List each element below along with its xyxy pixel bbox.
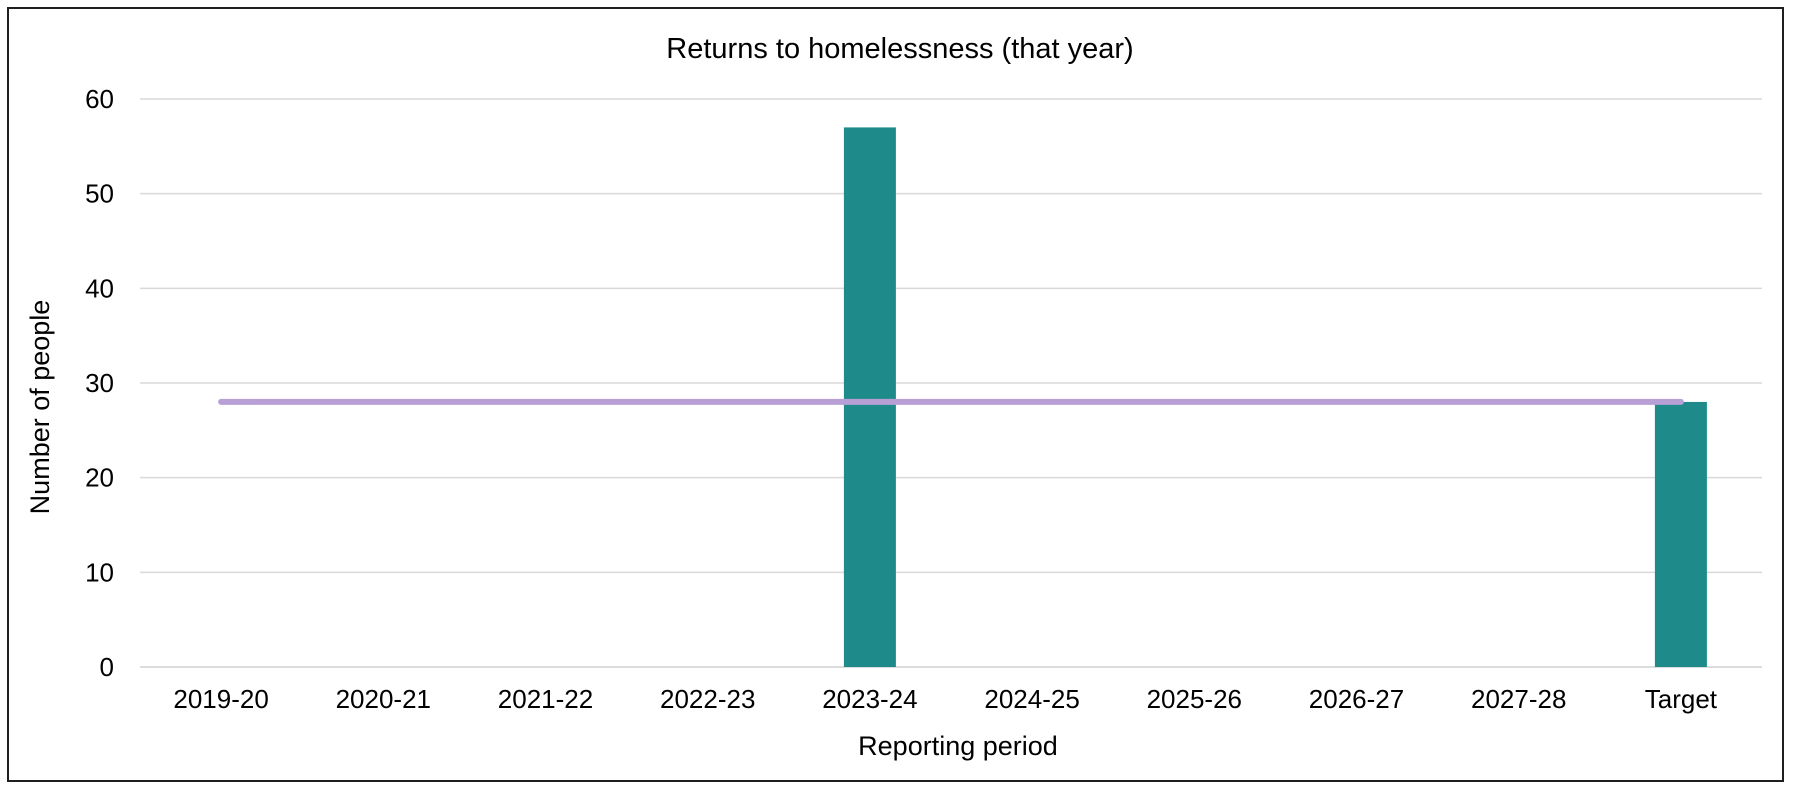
y-tick-label: 0: [100, 652, 114, 682]
x-tick-label: 2023-24: [822, 684, 917, 714]
x-tick-label: 2024-25: [984, 684, 1079, 714]
x-tick-label: 2021-22: [498, 684, 593, 714]
x-tick-label: 2022-23: [660, 684, 755, 714]
y-tick-label: 20: [85, 463, 114, 493]
y-tick-label: 30: [85, 368, 114, 398]
x-tick-label: 2026-27: [1309, 684, 1404, 714]
x-tick-label: Target: [1645, 684, 1718, 714]
bar-series: [843, 127, 1707, 667]
y-axis-ticks: 0 10 20 30 40 50 60: [85, 84, 114, 682]
bar: [843, 127, 896, 667]
gridlines: [140, 98, 1762, 668]
y-tick-label: 10: [85, 557, 114, 587]
x-tick-label: 2025-26: [1147, 684, 1242, 714]
y-axis-label: Number of people: [25, 300, 55, 515]
y-tick-label: 50: [85, 179, 114, 209]
bar: [1654, 401, 1707, 667]
y-tick-label: 60: [85, 84, 114, 114]
x-axis-ticks: 2019-20 2020-21 2021-22 2022-23 2023-24 2024-…: [173, 684, 1717, 714]
chart-title: Returns to homelessness (that year): [666, 33, 1133, 65]
x-axis-label: Reporting period: [858, 731, 1058, 761]
x-tick-label: 2020-21: [336, 684, 431, 714]
x-tick-label: 2027-28: [1471, 684, 1566, 714]
x-tick-label: 2019-20: [173, 684, 268, 714]
y-tick-label: 40: [85, 273, 114, 303]
